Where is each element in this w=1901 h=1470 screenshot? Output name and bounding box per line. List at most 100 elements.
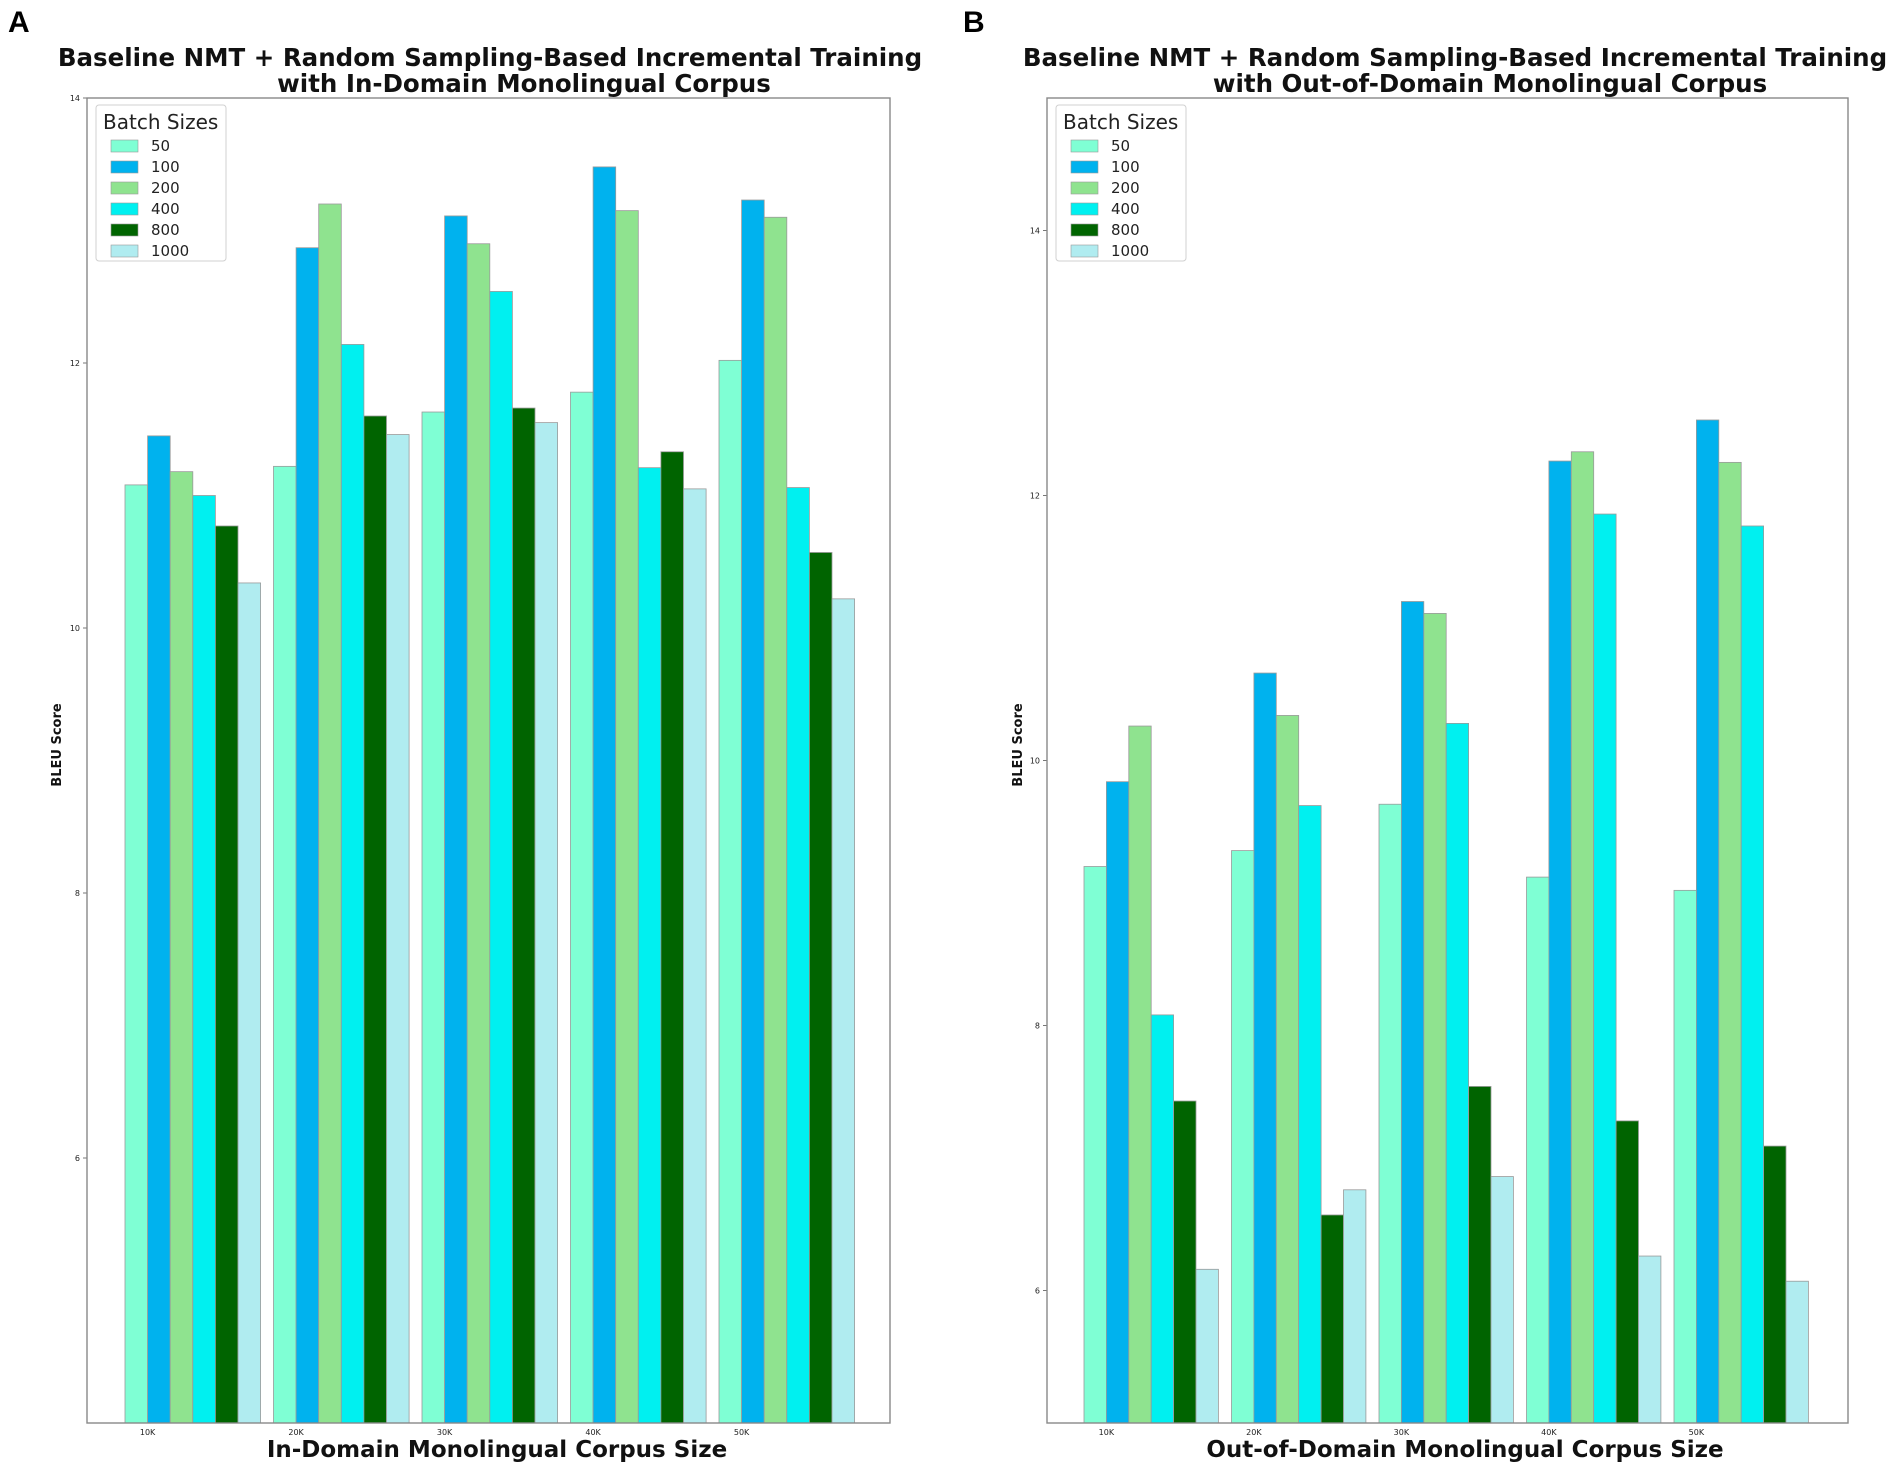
legend-label-200: 200 [151,179,180,197]
bar-40k-batch-100 [1548,460,1572,1424]
x-tick-label: 10K [140,1428,156,1437]
bar-40k-batch-200 [615,210,639,1424]
legend-swatch-1000 [110,244,139,258]
bar-40k-batch-1000 [1638,1255,1662,1424]
bar-50k-batch-100 [741,199,765,1424]
bar-50k-batch-200 [763,216,788,1424]
bar-20k-batch-800 [363,415,387,1424]
bar-10k-batch-1000 [1195,1268,1219,1424]
bar-10k-batch-800 [1173,1100,1197,1424]
legend-label-50: 50 [1111,137,1130,155]
bar-40k-batch-200 [1570,451,1595,1424]
y-axis-label: BLEU Score [50,703,65,787]
bar-40k-batch-400 [637,467,662,1424]
y-tick-label: 12 [1030,492,1040,501]
x-axis-label: In-Domain Monolingual Corpus Size [267,1437,727,1463]
plot-frame [86,97,891,1424]
y-tick-label: 8 [75,889,80,898]
chart-title-line-1: Baseline NMT + Random Sampling-Based Inc… [1023,43,1887,72]
x-tick-label: 20K [288,1428,304,1437]
bar-50k-batch-50 [718,359,743,1424]
bar-30k-batch-1000 [1490,1176,1514,1424]
legend-swatch-200 [110,181,139,195]
bar-40k-batch-800 [660,451,684,1424]
bar-50k-batch-1000 [831,598,856,1424]
bar-30k-batch-400 [1445,723,1469,1424]
bar-30k-batch-200 [1423,613,1447,1424]
bar-50k-batch-800 [1763,1145,1787,1424]
legend-label-1000: 1000 [1111,242,1149,260]
bar-20k-batch-200 [318,203,342,1424]
chart-panel-b: B Baseline NMT + Random Sampling-Based I… [963,6,1887,1463]
bar-20k-batch-200 [1275,715,1300,1424]
bar-40k-batch-1000 [683,488,707,1424]
y-tick-label: 8 [1035,1022,1040,1031]
legend-swatch-200 [1070,181,1099,195]
bar-10k-batch-100 [1106,781,1130,1424]
bar-40k-batch-50 [570,391,594,1424]
legend-swatch-1000 [1070,244,1099,258]
bar-20k-batch-50 [273,465,297,1424]
bar-50k-batch-800 [809,552,833,1424]
panel-letter: B [963,6,985,39]
bar-20k-batch-100 [295,247,320,1424]
bar-10k-batch-50 [124,484,149,1424]
x-axis-label: Out-of-Domain Monolingual Corpus Size [1206,1437,1723,1463]
y-tick-label: 6 [75,1154,80,1163]
x-tick-label: 40K [585,1428,601,1437]
bar-40k-batch-800 [1615,1120,1639,1424]
tick-group: 10K 20K 30K 40K 50K 6 8 10 12 14 [1030,227,1705,1438]
legend-label-400: 400 [1111,200,1140,218]
bar-30k-batch-800 [512,407,536,1424]
legend-title: Batch Sizes [1063,110,1178,134]
y-tick-label: 6 [1035,1287,1040,1296]
bar-20k-batch-1000 [1343,1189,1367,1424]
bar-30k-batch-1000 [534,422,559,1424]
bar-30k-batch-800 [1468,1086,1492,1424]
bar-20k-batch-50 [1231,850,1255,1424]
legend-swatch-400 [110,202,139,216]
bar-50k-batch-100 [1696,419,1720,1424]
chart-title-line-2: with Out-of-Domain Monolingual Corpus [1213,69,1767,98]
legend: Batch Sizes 50 100 200 400 800 1000 [95,104,227,262]
bar-40k-batch-400 [1593,513,1617,1424]
bar-40k-batch-100 [592,166,617,1424]
bar-50k-batch-400 [786,487,810,1424]
legend-label-800: 800 [1111,221,1140,239]
bar-30k-batch-400 [489,291,513,1424]
bar-10k-batch-1000 [237,582,262,1424]
y-tick-label: 14 [1030,227,1040,236]
x-tick-label: 20K [1246,1428,1262,1437]
panel-letter: A [8,6,30,39]
bar-40k-batch-50 [1526,876,1550,1424]
legend-label-1000: 1000 [151,242,189,260]
legend-label-100: 100 [151,158,180,176]
legend-label-200: 200 [1111,179,1140,197]
x-tick-label: 30K [1394,1428,1410,1437]
bar-50k-batch-400 [1740,525,1764,1424]
bar-20k-batch-400 [340,344,365,1424]
bar-10k-batch-400 [1150,1014,1174,1424]
legend-swatch-50 [110,139,139,153]
bar-30k-batch-200 [466,243,491,1424]
y-axis-label: BLEU Score [1011,703,1026,787]
bar-20k-batch-800 [1320,1214,1344,1424]
chart-title-line-2: with In-Domain Monolingual Corpus [277,69,771,98]
bar-10k-batch-200 [1128,725,1152,1424]
chart-panel-a: A Baseline NMT + Random Sampling-Based I… [8,6,922,1463]
bar-group [124,166,856,1424]
bar-20k-batch-1000 [386,434,410,1424]
bar-10k-batch-800 [214,525,239,1424]
bar-20k-batch-100 [1253,672,1277,1424]
legend-label-400: 400 [151,200,180,218]
bar-20k-batch-400 [1298,805,1322,1424]
legend-label-50: 50 [151,137,170,155]
legend-swatch-100 [110,160,139,174]
legend-title: Batch Sizes [103,110,218,134]
legend: Batch Sizes 50 100 200 400 800 1000 [1055,104,1187,262]
bar-50k-batch-50 [1673,889,1697,1424]
legend-swatch-400 [1070,202,1099,216]
y-tick-label: 12 [70,359,80,368]
bar-30k-batch-100 [444,215,468,1424]
